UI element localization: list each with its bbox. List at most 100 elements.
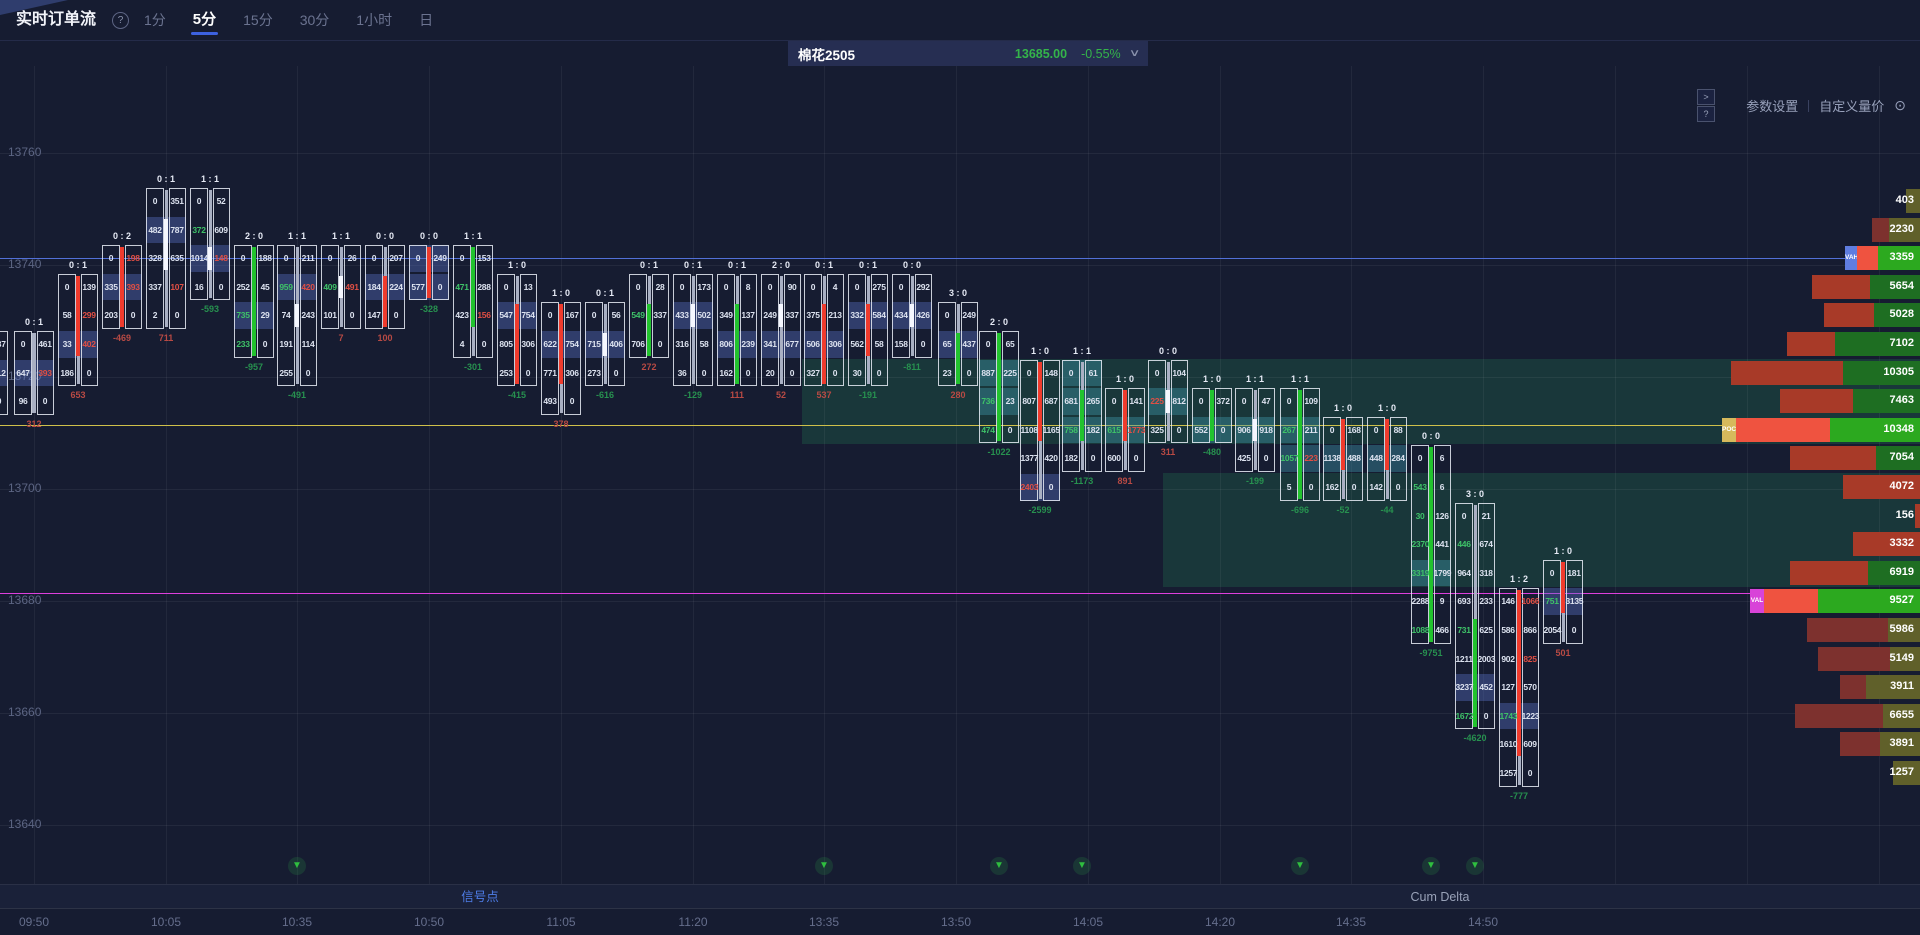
ask-volume: 0 — [349, 310, 355, 321]
bid-volume: 65 — [942, 339, 952, 349]
ask-volume: 275 — [872, 281, 886, 292]
ask-volume: 0 — [745, 367, 751, 378]
profile-bar-segment — [1866, 675, 1920, 700]
ask-volume: 402 — [82, 339, 96, 349]
candle-ask-column — [1001, 331, 1019, 444]
ask-volume: 4 — [832, 281, 838, 292]
profile-bar-segment — [1880, 732, 1920, 757]
bid-volume: 1743 — [1499, 710, 1518, 721]
tab-5分[interactable]: 5分 — [190, 0, 219, 40]
bid-volume: 2370 — [1411, 539, 1430, 550]
signal-marker[interactable]: ▼ — [1466, 857, 1484, 875]
candle-bid-column — [453, 245, 471, 358]
tab-日[interactable]: 日 — [419, 12, 434, 28]
signal-marker[interactable]: ▼ — [288, 857, 306, 875]
bid-volume: 335 — [104, 281, 118, 292]
candle-delta-label: -469 — [112, 333, 131, 343]
cumdelta-pane-label[interactable]: Cum Delta — [1410, 890, 1470, 904]
gear-icon[interactable]: ⊙ — [1894, 97, 1906, 113]
ask-volume: 249 — [433, 253, 447, 264]
tab-30分[interactable]: 30分 — [299, 12, 330, 28]
time-axis-label: 10:50 — [413, 915, 445, 929]
ask-volume: 488 — [1347, 453, 1361, 464]
signal-marker[interactable]: ▼ — [990, 857, 1008, 875]
profile-value: 3359 — [1889, 251, 1914, 264]
orderflow-chart[interactable]: 13760 13740 13720 13700 13680 13660 13640 403 22… — [0, 41, 1920, 884]
tab-15分[interactable]: 15分 — [243, 12, 273, 28]
bid-volume: 182 — [1064, 453, 1078, 464]
custom-volume-link[interactable]: 自定义量价 — [1819, 99, 1885, 114]
bid-volume: 959 — [279, 281, 293, 292]
bid-volume: 1610 — [1499, 739, 1518, 750]
ask-volume: 239 — [741, 339, 755, 349]
bid-volume: 184 — [367, 281, 381, 292]
bid-volume: 20 — [765, 367, 775, 378]
ask-volume: 812 — [1172, 396, 1186, 407]
candle-bid-column — [761, 273, 779, 387]
time-axis[interactable]: 09:50 10:05 10:35 10:50 11:05 11:20 13:35 13:50… — [0, 908, 1920, 935]
candle-bid-column — [629, 273, 647, 358]
ask-volume: 491 — [345, 281, 359, 292]
ask-volume: 625 — [1479, 625, 1493, 635]
ask-volume: 56 — [611, 310, 621, 321]
horizontal-gridline — [0, 377, 1920, 378]
ask-volume: 6 — [1439, 453, 1445, 464]
ask-volume: 0 — [393, 310, 399, 321]
profile-vah-marker: VAH — [1845, 246, 1857, 271]
candle-body — [822, 304, 826, 385]
candle-ask-column — [475, 245, 493, 358]
candle-ratio-label: 1 : 0 — [1202, 374, 1221, 385]
ask-volume: 0 — [569, 396, 575, 407]
bid-volume: 0 — [898, 281, 904, 292]
ask-volume: 114 — [301, 339, 315, 349]
candle-ask-column — [914, 273, 932, 358]
horizontal-gridline — [0, 601, 1920, 602]
ask-volume: 318 — [1479, 567, 1493, 578]
candle-body — [1473, 619, 1477, 728]
signal-marker[interactable]: ▼ — [1073, 857, 1091, 875]
candle-delta-label: 100 — [377, 333, 393, 343]
candle-ask-column — [212, 188, 230, 301]
ask-volume: 0 — [920, 339, 926, 349]
bid-volume: 0 — [547, 310, 553, 321]
vertical-gridline — [1088, 66, 1089, 884]
tab-1分[interactable]: 1分 — [144, 12, 166, 28]
candle-ask-column — [651, 273, 669, 358]
horizontal-gridline — [0, 153, 1920, 154]
expand-button[interactable]: > — [1697, 89, 1715, 105]
ask-volume: 0 — [1395, 482, 1401, 492]
signal-marker[interactable]: ▼ — [1422, 857, 1440, 875]
vertical-gridline — [1220, 66, 1221, 884]
ask-volume: 674 — [1479, 539, 1493, 550]
ask-volume: 109 — [1304, 396, 1318, 407]
signal-marker[interactable]: ▼ — [815, 857, 833, 875]
title-help-icon[interactable]: ? — [112, 12, 129, 29]
candle-ask-column — [36, 331, 54, 415]
candle-body — [1385, 418, 1389, 470]
tab-1小时[interactable]: 1小时 — [356, 12, 393, 28]
ask-volume: 312 — [0, 367, 6, 378]
profile-bar-segment — [1876, 446, 1920, 471]
candle-ask-column — [826, 273, 844, 387]
candle-delta-label: -4620 — [1463, 733, 1487, 744]
candle-bid-column — [190, 188, 208, 301]
bid-volume: 549 — [631, 310, 645, 321]
signal-marker[interactable]: ▼ — [1291, 857, 1309, 875]
time-axis-label: 14:05 — [1072, 915, 1104, 929]
ask-volume: 0 — [1483, 710, 1489, 721]
ask-volume: 393 — [38, 367, 52, 378]
profile-bar-segment — [1795, 703, 1883, 728]
candle-ratio-label: 1 : 0 — [551, 288, 570, 299]
profile-value: 10305 — [1883, 365, 1914, 378]
candle-bid-column — [541, 302, 559, 415]
signal-pane-label[interactable]: 信号点 — [461, 890, 499, 904]
ask-volume: 0 — [1308, 482, 1314, 492]
help-button[interactable]: ? — [1697, 106, 1715, 122]
candle-body — [997, 333, 1001, 442]
candle-body — [1038, 361, 1042, 442]
candle-ratio-label: 0 : 0 — [1158, 345, 1177, 356]
candle-delta-label: -199 — [1245, 476, 1264, 486]
profile-bar-segment — [1857, 246, 1878, 271]
instrument-selector[interactable]: 棉花2505 13685.00 -0.55% ∨ — [788, 41, 1148, 66]
settings-link[interactable]: 参数设置 — [1746, 99, 1799, 114]
